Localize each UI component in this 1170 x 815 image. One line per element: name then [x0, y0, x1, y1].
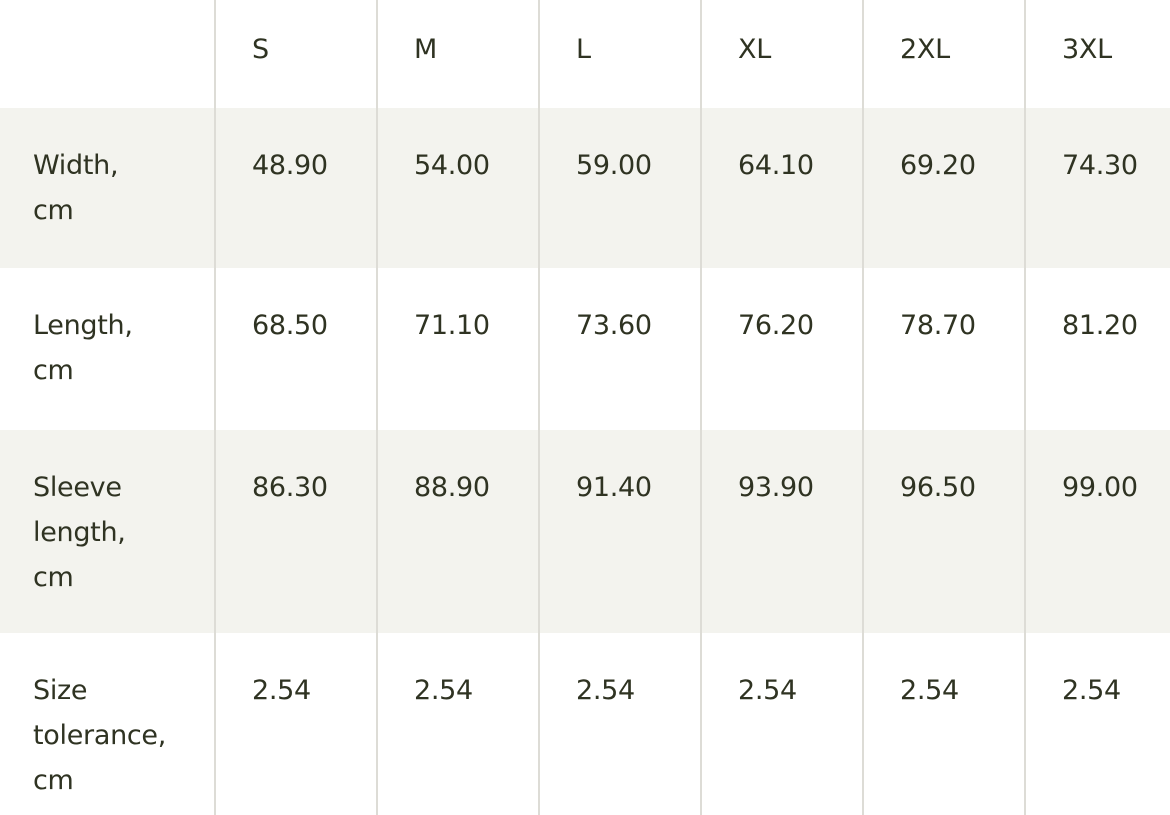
cell-value: 2.54	[1024, 633, 1170, 815]
header-size: S	[214, 0, 377, 108]
row-label: Sleeve length, cm	[0, 430, 215, 633]
header-row: S M L XL 2XL 3XL	[0, 0, 1170, 108]
cell-value: 68.50	[214, 268, 377, 430]
cell-value: 2.54	[214, 633, 377, 815]
cell-value: 78.70	[862, 268, 1025, 430]
row-label: Length, cm	[33, 310, 133, 386]
cell-value: 74.30	[1024, 108, 1170, 268]
table-row-size-tolerance: Size tolerance, cm 2.54 2.54 2.54 2.54 2…	[0, 633, 1170, 815]
cell-value: 93.90	[700, 430, 863, 633]
cell-value: 64.10	[700, 108, 863, 268]
header-size: 2XL	[862, 0, 1025, 108]
table-row-width: Width, cm 48.90 54.00 59.00 64.10 69.20 …	[0, 108, 1170, 268]
header-size: M	[376, 0, 539, 108]
cell-value: 2.54	[376, 633, 539, 815]
header-size: L	[538, 0, 701, 108]
cell-value: 2.54	[862, 633, 1025, 815]
cell-value: 48.90	[214, 108, 377, 268]
cell-value: 99.00	[1024, 430, 1170, 633]
cell-value: 59.00	[538, 108, 701, 268]
cell-value: 54.00	[376, 108, 539, 268]
cell-value: 88.90	[376, 430, 539, 633]
cell-value: 86.30	[214, 430, 377, 633]
cell-value: 2.54	[700, 633, 863, 815]
cell-value: 81.20	[1024, 268, 1170, 430]
cell-value: 71.10	[376, 268, 539, 430]
table-row-length: Length, cm 68.50 71.10 73.60 76.20 78.70…	[0, 268, 1170, 430]
cell-value: 96.50	[862, 430, 1025, 633]
cell-value: 73.60	[538, 268, 701, 430]
table-row-sleeve-length: Sleeve length, cm 86.30 88.90 91.40 93.9…	[0, 430, 1170, 633]
header-corner	[0, 0, 215, 108]
row-label: Width, cm	[0, 108, 215, 268]
header-size: 3XL	[1024, 0, 1170, 108]
cell-value: 2.54	[538, 633, 701, 815]
cell-value: 69.20	[862, 108, 1025, 268]
row-label: Size tolerance, cm	[33, 675, 167, 796]
header-size: XL	[700, 0, 863, 108]
cell-value: 91.40	[538, 430, 701, 633]
cell-value: 76.20	[700, 268, 863, 430]
